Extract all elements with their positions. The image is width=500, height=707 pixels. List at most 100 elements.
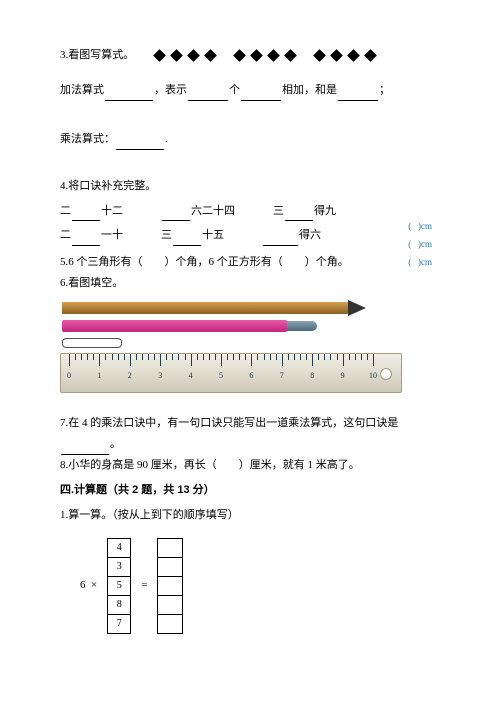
q3-add-t4: ； [379,84,390,96]
blank [285,220,313,221]
ruler-tick-minor [264,354,265,360]
ruler-tick-minor [324,354,325,360]
blank [162,220,190,221]
ruler-tick-minor [209,354,210,360]
q3-addition-line: 加法算式，表示个相加，和是； [60,80,440,101]
equals-label: = [141,575,147,596]
q4-r2c: 得六 [262,225,321,246]
ruler-tick-minor [136,354,137,360]
answer-cell [157,595,183,615]
num-cell: 8 [107,595,131,615]
answer-cell [157,576,183,596]
text: 六二十四 [191,205,235,217]
diamond-icon [187,49,200,62]
cm-marker: ( )cm [408,235,432,253]
ruler-tick-minor [215,354,216,360]
ruler-tick-major [191,354,192,366]
q3-add-t2: 个 [229,84,240,96]
multiplier-label: 6 × [80,575,97,596]
ruler-tick-major [312,354,313,366]
ruler-tick-label: 10 [369,368,377,383]
ruler-hole [380,368,392,380]
section4-title: 四.计算题（共 2 题，共 13 分） [60,480,440,501]
ruler-tick-minor [185,354,186,360]
ruler-tick-label: 8 [310,368,314,383]
ruler-tick-minor [75,354,76,360]
ruler-tick-minor [87,354,88,360]
ruler-tick-minor [227,354,228,360]
answer-cell [157,614,183,634]
q4-r1b: 六二十四 [161,201,235,222]
ruler-tick-label: 2 [128,368,132,383]
ruler-tick-minor [105,354,106,360]
ruler-tick-major [251,354,252,366]
blank [105,100,153,101]
ruler-tick-minor [93,354,94,360]
cm-unit: cm [421,235,432,253]
num-cell: 3 [107,557,131,577]
diamond-icon [204,49,217,62]
ruler-tick-label: 1 [97,368,101,383]
ruler-tick-minor [172,354,173,360]
ruler-tick-minor [148,354,149,360]
ruler-tick-minor [154,354,155,360]
ruler-tick-minor [318,354,319,360]
ruler-tick-major [130,354,131,366]
diamond-icon [153,49,166,62]
pen-cap-icon [287,321,317,331]
answer-cell [157,538,183,558]
text: 十二 [101,205,123,217]
text: 二 [60,205,71,217]
ruler-tick-major [221,354,222,366]
diamond-group-1 [152,51,218,60]
ruler-tick-minor [233,354,234,360]
diamond-icon [250,49,263,62]
ruler-figure: 012345678910 ( )cm ( )cm ( )cm [60,302,430,393]
ruler-tick-label: 4 [189,368,193,383]
q6-text: 6.看图填空。 [60,273,440,294]
ruler-tick-label: 0 [67,368,71,383]
q4-r2a: 二一十 [60,225,123,246]
ruler-tick-minor [367,354,368,360]
ruler-tick-minor [81,354,82,360]
ruler-tick-major [373,354,374,366]
ruler-tick-label: 6 [249,368,253,383]
answer-column [157,538,183,633]
text: 得九 [314,205,336,217]
q7-blank-line: 。 [60,434,440,455]
ruler-tick-minor [300,354,301,360]
calc1-title: 1.算一算。（按从上到下的顺序填写） [60,505,440,526]
text: 三 [273,205,284,217]
ruler-tick-minor [166,354,167,360]
num-cell: 7 [107,614,131,634]
num-cell: 4 [107,538,131,558]
text: 二 [60,229,71,241]
ruler-ticks: 012345678910 [69,354,373,392]
ruler-tick-minor [349,354,350,360]
q3-add-t1: ，表示 [154,84,187,96]
diamond-icon [364,49,377,62]
calc-table: 6 × 4 3 5 8 7 = [80,538,440,633]
blank [116,149,164,150]
num-cell: 5 [107,576,131,596]
pencil-icon [62,302,348,314]
q3-add-prefix: 加法算式 [60,84,104,96]
q3-mult-line: 乘法算式：. [60,129,440,150]
q3-title-row: 3.看图写算式。 [60,45,440,66]
diamond-icon [233,49,246,62]
q7-text: 7.在 4 的乘法口诀中，有一句口诀只能写出一道乘法算式，这句口诀是 [60,413,440,434]
ruler-tick-major [343,354,344,366]
cm-marker: ( )cm [408,253,432,271]
diamond-icon [284,49,297,62]
ruler-tick-minor [197,354,198,360]
blank [173,245,201,246]
diamond-group-3 [312,51,378,60]
ruler-tick-minor [355,354,356,360]
ruler-tick-minor [257,354,258,360]
q8-text: 8.小华的身高是 90 厘米，再长（ ）厘米，就有 1 米高了。 [60,455,440,476]
ruler-tick-minor [276,354,277,360]
blank [188,100,228,101]
blank [241,100,281,101]
ruler-tick-major [69,354,70,366]
ruler-tick-minor [142,354,143,360]
